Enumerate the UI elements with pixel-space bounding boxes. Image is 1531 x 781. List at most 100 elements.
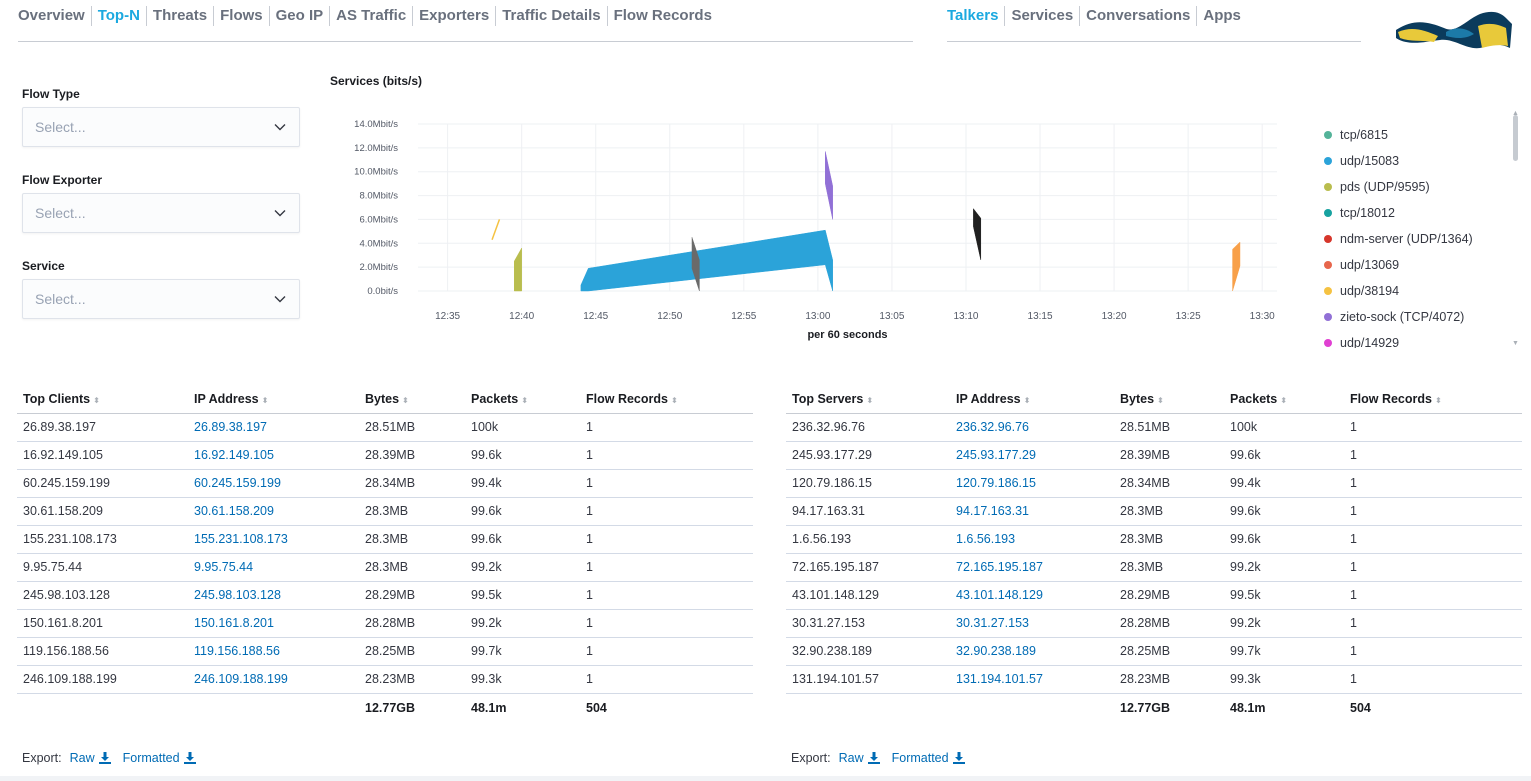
- sort-icon[interactable]: ⬍: [1023, 395, 1031, 405]
- ip-address-link[interactable]: 120.79.186.15: [950, 469, 1114, 498]
- download-icon: [183, 752, 196, 764]
- subnav-tab-apps[interactable]: Apps: [1196, 6, 1247, 26]
- service-select[interactable]: Select...: [22, 279, 300, 319]
- clients-export: Export: Raw Formatted: [22, 751, 208, 765]
- column-header[interactable]: IP Address ⬍: [188, 385, 359, 414]
- series-area[interactable]: [825, 151, 833, 220]
- column-header[interactable]: Bytes ⬍: [1114, 385, 1224, 414]
- ip-address-link[interactable]: 94.17.163.31: [950, 497, 1114, 526]
- ip-address-link[interactable]: 26.89.38.197: [188, 413, 359, 442]
- legend-item[interactable]: udp/13069: [1320, 252, 1510, 278]
- ip-address-link[interactable]: 1.6.56.193: [950, 525, 1114, 554]
- sort-icon[interactable]: ⬍: [402, 395, 409, 405]
- ip-address-link[interactable]: 150.161.8.201: [188, 609, 359, 638]
- sort-icon[interactable]: ⬍: [521, 395, 528, 405]
- legend-item[interactable]: tcp/18012: [1320, 200, 1510, 226]
- ip-address-link[interactable]: 246.109.188.199: [188, 665, 359, 694]
- ip-address-link[interactable]: 131.194.101.57: [950, 665, 1114, 694]
- ip-address-link[interactable]: 43.101.148.129: [950, 581, 1114, 610]
- sort-icon[interactable]: ⬍: [93, 395, 100, 405]
- table-cell: 28.25MB: [1114, 637, 1224, 666]
- sort-icon[interactable]: ⬍: [1434, 395, 1442, 405]
- legend-scrollbar[interactable]: ▲ ▼: [1512, 110, 1520, 348]
- legend-item[interactable]: udp/14929: [1320, 330, 1510, 348]
- scroll-up-icon[interactable]: ▲: [1512, 110, 1519, 117]
- ip-address-link[interactable]: 30.61.158.209: [188, 497, 359, 526]
- series-area[interactable]: [691, 237, 700, 292]
- export-raw-label: Raw: [838, 751, 864, 765]
- table-cell: 99.2k: [465, 609, 580, 638]
- ip-address-link[interactable]: 119.156.188.56: [188, 637, 359, 666]
- scroll-down-icon[interactable]: ▼: [1512, 340, 1519, 347]
- legend-item[interactable]: zieto-sock (TCP/4072): [1320, 304, 1510, 330]
- sort-icon[interactable]: ⬍: [866, 395, 874, 405]
- sort-icon[interactable]: ⬍: [670, 395, 678, 405]
- nav-tab-as-traffic[interactable]: AS Traffic: [329, 6, 412, 26]
- sort-icon[interactable]: ⬍: [1280, 395, 1287, 405]
- nav-tab-threats[interactable]: Threats: [145, 6, 213, 26]
- nav-tab-geo-ip[interactable]: Geo IP: [268, 6, 330, 26]
- sort-icon[interactable]: ⬍: [261, 395, 269, 405]
- flow-exporter-select[interactable]: Select...: [22, 193, 300, 233]
- subnav-tab-talkers[interactable]: Talkers: [947, 7, 999, 24]
- table-cell: 1: [1344, 581, 1522, 610]
- legend-item[interactable]: udp/38194: [1320, 278, 1510, 304]
- legend-item[interactable]: ndm-server (UDP/1364): [1320, 226, 1510, 252]
- legend-item[interactable]: pds (UDP/9595): [1320, 174, 1510, 200]
- export-raw-link[interactable]: Raw: [70, 751, 111, 765]
- column-header[interactable]: IP Address ⬍: [950, 385, 1114, 414]
- total-cell: 48.1m: [471, 701, 507, 716]
- ip-address-link[interactable]: 245.98.103.128: [188, 581, 359, 610]
- table-cell: 1: [580, 609, 753, 638]
- ip-address-link[interactable]: 72.165.195.187: [950, 553, 1114, 582]
- series-line[interactable]: [491, 219, 501, 240]
- y-tick-label: 2.0Mbit/s: [359, 262, 398, 273]
- table-cell: 99.7k: [1224, 637, 1344, 666]
- series-area[interactable]: [514, 247, 522, 292]
- x-tick-label: 12:50: [657, 311, 682, 322]
- ip-address-link[interactable]: 236.32.96.76: [950, 413, 1114, 442]
- nav-tab-traffic-details[interactable]: Traffic Details: [495, 6, 606, 26]
- series-area[interactable]: [580, 229, 833, 292]
- nav-tab-overview[interactable]: Overview: [18, 7, 85, 24]
- legend-scroll-thumb[interactable]: [1513, 115, 1518, 161]
- flow-type-select[interactable]: Select...: [22, 107, 300, 147]
- nav-tab-flows[interactable]: Flows: [213, 6, 269, 26]
- download-icon: [867, 752, 880, 764]
- series-area[interactable]: [1232, 241, 1241, 292]
- ip-address-link[interactable]: 155.231.108.173: [188, 525, 359, 554]
- nav-tab-exporters[interactable]: Exporters: [412, 6, 495, 26]
- services-chart[interactable]: 0.0bit/s 2.0Mbit/s 4.0Mbit/s 6.0Mbit/s 8.0Mb…: [330, 110, 1290, 345]
- subnav-tab-services[interactable]: Services: [1004, 6, 1079, 26]
- nav-tab-top-n[interactable]: Top-N: [90, 6, 146, 26]
- ip-address-link[interactable]: 245.93.177.29: [950, 441, 1114, 470]
- sort-icon[interactable]: ⬍: [1157, 395, 1164, 405]
- export-formatted-link[interactable]: Formatted: [892, 751, 965, 765]
- table-cell: 100k: [465, 413, 580, 442]
- column-header[interactable]: Flow Records ⬍: [1344, 385, 1522, 414]
- column-header[interactable]: Packets ⬍: [465, 385, 580, 414]
- table-row: 30.61.158.209 30.61.158.209 28.3MB 99.6k 1: [17, 497, 753, 526]
- x-tick-label: 12:40: [509, 311, 534, 322]
- ip-address-link[interactable]: 60.245.159.199: [188, 469, 359, 498]
- series-area[interactable]: [973, 207, 982, 261]
- nav-tab-flow-records[interactable]: Flow Records: [606, 6, 718, 26]
- column-header[interactable]: Bytes ⬍: [359, 385, 465, 414]
- ip-address-link[interactable]: 32.90.238.189: [950, 637, 1114, 666]
- column-header[interactable]: Top Servers ⬍: [786, 385, 950, 414]
- ip-address-link[interactable]: 16.92.149.105: [188, 441, 359, 470]
- legend-item[interactable]: tcp/6815: [1320, 122, 1510, 148]
- export-formatted-label: Formatted: [891, 751, 949, 765]
- ip-address-link[interactable]: 9.95.75.44: [188, 553, 359, 582]
- column-header[interactable]: Packets ⬍: [1224, 385, 1344, 414]
- table-cell: 1: [580, 441, 753, 470]
- column-header[interactable]: Top Clients ⬍: [17, 385, 188, 414]
- subnav-tab-conversations[interactable]: Conversations: [1079, 6, 1196, 26]
- legend-item[interactable]: udp/15083: [1320, 148, 1510, 174]
- export-raw-link[interactable]: Raw: [839, 751, 880, 765]
- export-formatted-link[interactable]: Formatted: [123, 751, 196, 765]
- ip-address-link[interactable]: 30.31.27.153: [950, 609, 1114, 638]
- column-header[interactable]: Flow Records ⬍: [580, 385, 753, 414]
- chart-legend: tcp/6815 udp/15083 pds (UDP/9595) tcp/18012…: [1320, 122, 1510, 348]
- export-formatted-label: Formatted: [122, 751, 180, 765]
